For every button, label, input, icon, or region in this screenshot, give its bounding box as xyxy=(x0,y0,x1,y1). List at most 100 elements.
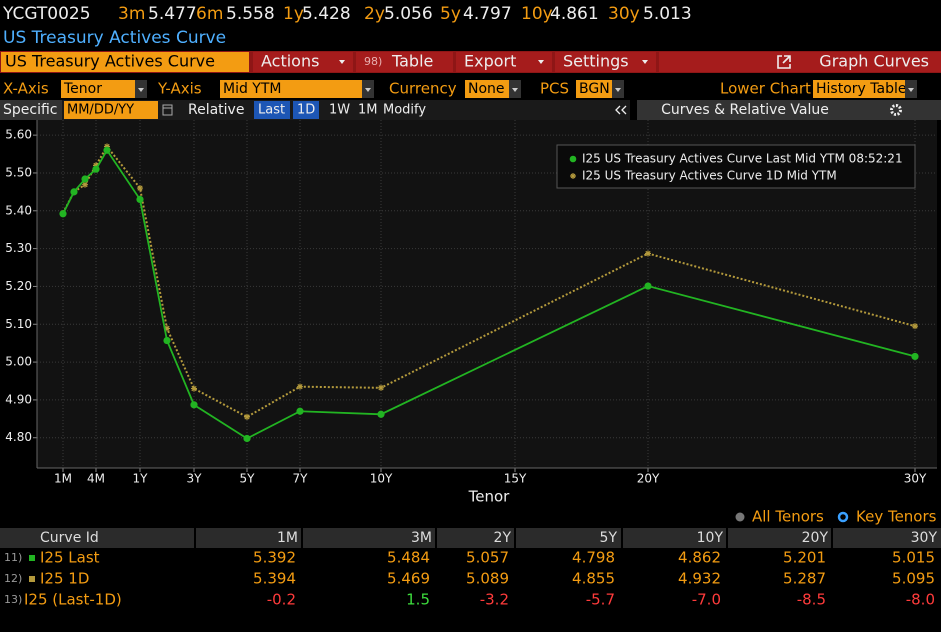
table-cell: 5.394 xyxy=(253,570,296,588)
export-button-text: Export xyxy=(464,52,516,71)
point-marker xyxy=(297,383,303,390)
radio-key[interactable] xyxy=(837,511,849,523)
table-cell: 5.089 xyxy=(466,570,509,588)
setting-value: BGN xyxy=(579,81,610,97)
row-color-swatch xyxy=(29,576,35,582)
setting-box[interactable] xyxy=(61,80,147,98)
dropdown-arrow xyxy=(908,88,914,92)
tenor-option[interactable]: All Tenors xyxy=(752,508,824,526)
x-tick-label: 20Y xyxy=(637,472,660,486)
y-tick-label: 5.10 xyxy=(5,317,32,331)
table-cell: -3.2 xyxy=(480,591,509,609)
point-marker xyxy=(163,336,171,345)
y-tick-label: 5.00 xyxy=(5,355,32,369)
y-tick-label: 5.50 xyxy=(5,165,32,179)
panel-header xyxy=(637,100,941,120)
point-marker xyxy=(191,385,197,392)
row-color-swatch xyxy=(29,555,35,561)
table-cell: 5.469 xyxy=(387,570,430,588)
table-header: 30Y xyxy=(911,530,938,546)
range-option[interactable]: 1M xyxy=(358,103,378,118)
point-marker xyxy=(644,282,652,290)
point-marker xyxy=(137,185,143,192)
setting-box[interactable] xyxy=(465,80,521,98)
dropdown-arrow xyxy=(538,60,544,64)
tenor-option[interactable]: Key Tenors xyxy=(856,508,937,526)
setting-box[interactable] xyxy=(813,80,917,98)
point-marker xyxy=(59,210,67,218)
date-box[interactable] xyxy=(64,101,158,119)
x-tick-label: 3Y xyxy=(187,472,203,486)
legend-marker xyxy=(569,155,577,163)
point-marker xyxy=(645,250,651,257)
page-subtitle: US Treasury Actives Curve xyxy=(3,28,226,48)
quote-tenor: 30y xyxy=(608,4,640,24)
quote-value: 5.477 xyxy=(148,4,197,24)
dropdown-arrow xyxy=(339,60,345,64)
x-tick-label: 4M xyxy=(87,472,105,486)
quote-value: 5.056 xyxy=(384,4,433,24)
x-tick-label: 1M xyxy=(54,472,72,486)
curve-id: I25 Last xyxy=(40,549,100,567)
dropdown-arrow xyxy=(365,88,371,92)
dropdown-arrow xyxy=(642,60,648,64)
table-header: Curve Id xyxy=(40,530,99,546)
legend-box xyxy=(556,144,916,189)
point-marker xyxy=(104,143,110,150)
point-marker xyxy=(82,181,88,188)
legend-label: I25 US Treasury Actives Curve Last Mid Y… xyxy=(582,152,903,166)
quote-tenor: 6m xyxy=(196,4,223,24)
point-marker xyxy=(81,175,89,183)
point-marker xyxy=(243,434,251,443)
point-marker xyxy=(92,165,100,173)
range-option[interactable]: Last xyxy=(258,103,285,118)
table-tag: 98) xyxy=(364,55,382,68)
point-marker xyxy=(244,413,250,420)
panel-title: Curves & Relative Value xyxy=(661,102,829,118)
setting-box[interactable] xyxy=(220,80,374,98)
point-marker xyxy=(911,352,919,361)
x-tick-label: 5Y xyxy=(240,472,256,486)
curve-id: I25 1D xyxy=(40,570,89,588)
point-marker xyxy=(378,384,384,391)
dropdown-arrow xyxy=(615,88,621,92)
export-button[interactable] xyxy=(456,52,552,72)
range-option-active[interactable] xyxy=(293,101,319,119)
graph-button[interactable] xyxy=(659,52,941,72)
x-tick-label: 1Y xyxy=(133,472,149,486)
settings-button-text: Settings xyxy=(563,52,629,71)
table-cell: -8.0 xyxy=(906,591,935,609)
table-cell: 4.862 xyxy=(678,549,721,567)
range-option[interactable]: 1D xyxy=(297,103,315,118)
quote-tenor: 3m xyxy=(118,4,145,24)
x-tick-label: 15Y xyxy=(504,472,527,486)
point-marker xyxy=(912,323,918,330)
table-cell: 4.855 xyxy=(572,570,615,588)
table-header: 10Y xyxy=(697,530,724,546)
legend-marker xyxy=(570,173,576,179)
curve-id: I25 (Last-1D) xyxy=(24,591,122,609)
y-tick-label: 4.90 xyxy=(5,392,32,406)
quote-value: 5.428 xyxy=(302,4,351,24)
radio-all[interactable] xyxy=(735,512,745,522)
range-option-active[interactable] xyxy=(254,101,290,119)
point-marker xyxy=(296,407,304,415)
y-tick-label: 4.80 xyxy=(5,430,32,444)
x-axis-label: Tenor xyxy=(468,488,511,506)
curve-selector-text: US Treasury Actives Curve xyxy=(5,52,215,71)
curve-selector[interactable] xyxy=(1,52,249,72)
table-button[interactable] xyxy=(356,52,453,72)
dropdown-arrow xyxy=(512,88,518,92)
ticker-code: YCGT0025 xyxy=(2,4,91,24)
table-cell: 4.798 xyxy=(572,549,615,567)
table-cell: 5.287 xyxy=(783,570,826,588)
setting-label: X-Axis xyxy=(3,80,49,98)
settings-button[interactable] xyxy=(555,52,656,72)
modify-button[interactable]: Modify xyxy=(383,103,426,118)
table-cell: 4.932 xyxy=(678,570,721,588)
y-tick-label: 5.30 xyxy=(5,241,32,255)
range-option[interactable]: 1W xyxy=(329,103,350,118)
actions-button[interactable] xyxy=(253,52,353,72)
relative-label: Relative xyxy=(188,102,244,118)
